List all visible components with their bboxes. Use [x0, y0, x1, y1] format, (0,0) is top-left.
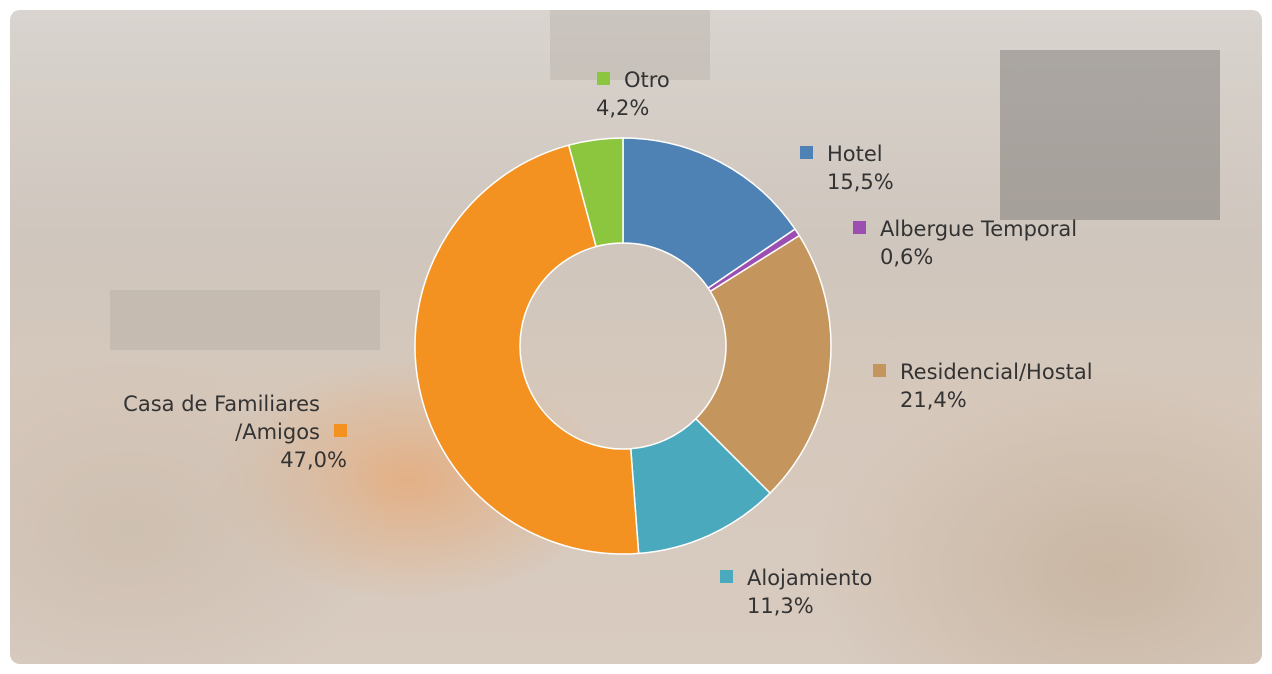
donut-slice	[414, 144, 640, 555]
legend-swatch	[720, 570, 733, 583]
value-label: 0,6%	[880, 245, 934, 269]
legend-swatch	[853, 221, 866, 234]
category-name: Alojamiento	[747, 566, 873, 590]
legend-swatch	[334, 424, 347, 437]
legend-label: Hotel 15,5%	[800, 140, 894, 196]
legend-swatch	[597, 72, 610, 85]
category-name: Casa de Familiares /Amigos	[123, 392, 320, 444]
value-label: 21,4%	[900, 388, 967, 412]
legend-label: Casa de Familiares /Amigos 47,0%	[87, 390, 347, 474]
legend-swatch	[873, 364, 886, 377]
legend-label: Otro 4,2%	[596, 66, 670, 122]
window	[550, 10, 710, 80]
sign	[110, 290, 380, 350]
category-name: Otro	[624, 68, 670, 92]
value-label: 11,3%	[747, 594, 814, 618]
donut-slice	[567, 137, 624, 248]
donut-slice	[694, 234, 832, 495]
window	[1000, 50, 1220, 220]
background-photo	[10, 10, 1262, 664]
category-name: Albergue Temporal	[880, 217, 1078, 241]
value-label: 15,5%	[827, 170, 894, 194]
legend-label: Alojamiento 11,3%	[720, 564, 872, 620]
value-label: 47,0%	[280, 448, 347, 472]
value-label: 4,2%	[596, 96, 650, 120]
legend-label: Residencial/Hostal 21,4%	[873, 358, 1093, 414]
category-name: Hotel	[827, 142, 883, 166]
category-name: Residencial/Hostal	[900, 360, 1093, 384]
legend-label: Albergue Temporal 0,6%	[853, 215, 1077, 271]
donut-slice	[622, 137, 797, 290]
legend-swatch	[800, 146, 813, 159]
